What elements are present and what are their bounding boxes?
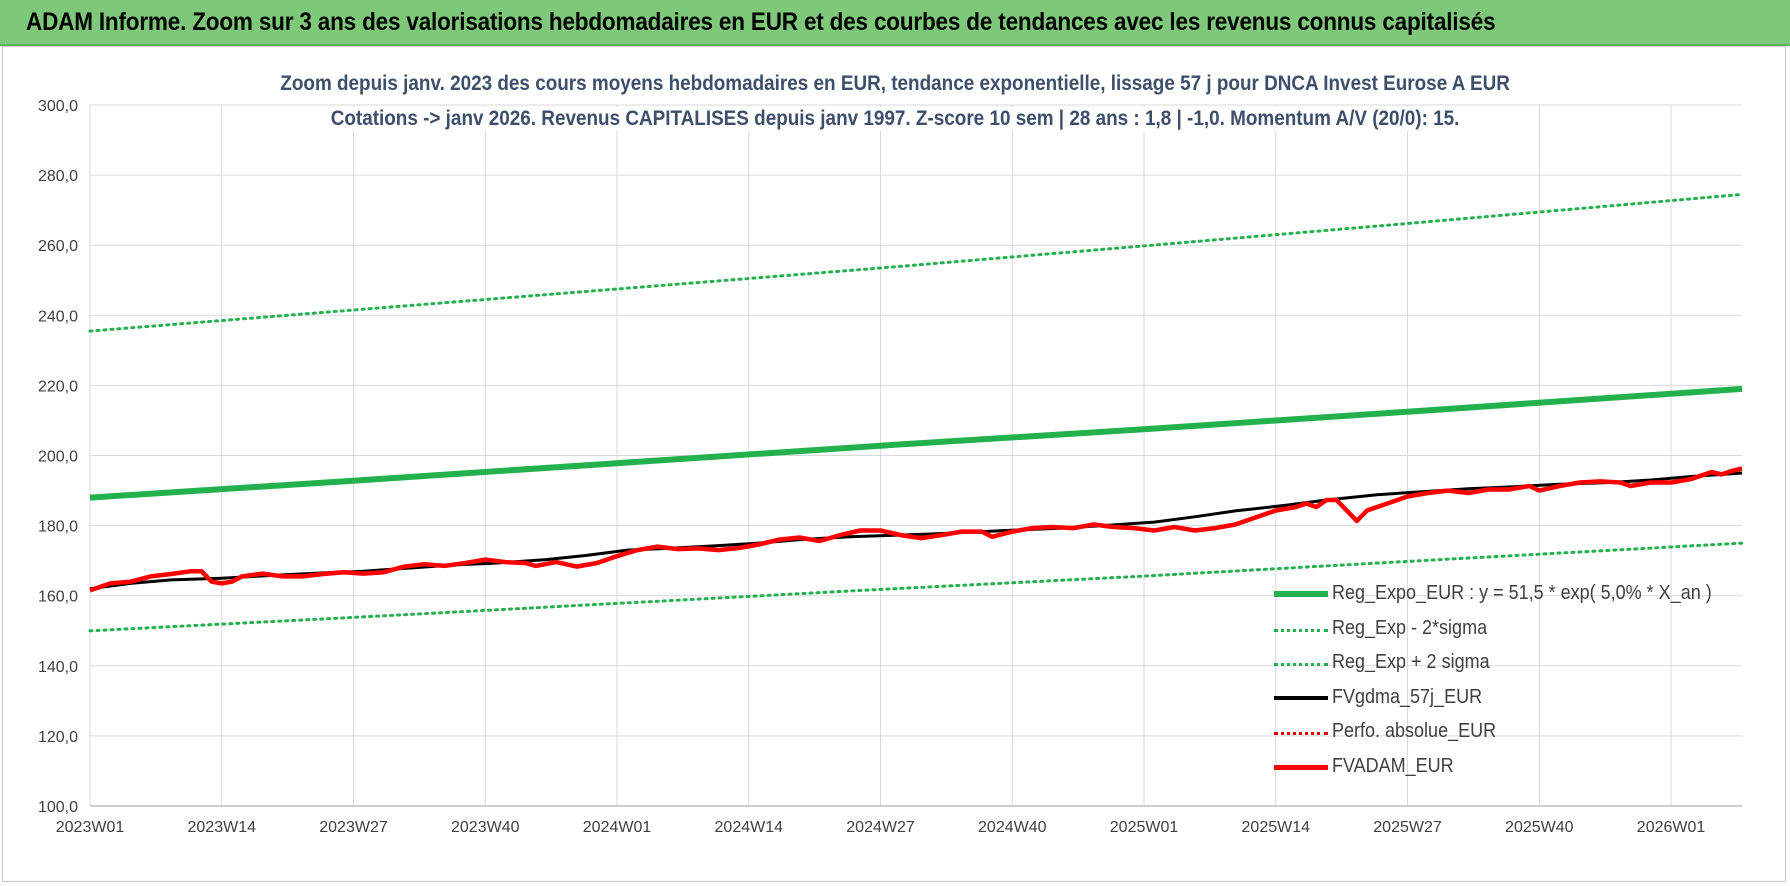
- y-tick-label: 100,0: [38, 799, 78, 816]
- y-tick-label: 200,0: [38, 449, 78, 466]
- legend-swatch-fvgdma: [1274, 695, 1328, 700]
- series-reg-expo-line: [89, 385, 1743, 501]
- chart-title-text-1: Zoom depuis janv. 2023 des cours moyens …: [276, 72, 1514, 96]
- x-tick-label: 2024W27: [846, 819, 915, 836]
- y-tick-label: 260,0: [38, 238, 78, 255]
- y-tick-label: 240,0: [38, 308, 78, 325]
- legend-item-fvadam: FVADAM_EUR: [1272, 751, 1742, 786]
- x-tick-label: 2023W40: [451, 819, 520, 836]
- y-tick-label: 300,0: [38, 98, 78, 115]
- chart-title-text-2: Cotations -> janv 2026. Revenus CAPITALI…: [327, 107, 1463, 131]
- x-tick-label: 2024W40: [978, 819, 1047, 836]
- chart-title-line-2: Cotations -> janv 2026. Revenus CAPITALI…: [0, 107, 1790, 131]
- y-tick-label: 220,0: [38, 378, 78, 395]
- x-tick-label: 2025W40: [1505, 819, 1574, 836]
- legend-swatch-reg-minus: [1274, 628, 1328, 632]
- x-tick-label: 2024W01: [583, 819, 652, 836]
- chart-title-line-1: Zoom depuis janv. 2023 des cours moyens …: [0, 72, 1790, 96]
- x-tick-label: 2024W14: [715, 819, 784, 836]
- chart-frame: [2, 46, 1786, 882]
- legend-item-perfo: Perfo. absolue_EUR: [1272, 716, 1742, 751]
- legend-swatch-perfo: [1274, 732, 1328, 735]
- series-reg-minus-2sigma-line: [88, 541, 1744, 633]
- legend-item-reg-minus: Reg_Exp - 2*sigma: [1272, 613, 1742, 648]
- legend-swatch-fvadam: [1274, 764, 1328, 770]
- y-tick-label: 120,0: [38, 729, 78, 746]
- x-tick-label: 2026W01: [1637, 819, 1706, 836]
- legend-label-reg-expo: Reg_Expo_EUR : y = 51,5 * exp( 5,0% * X_…: [1332, 582, 1712, 604]
- legend-label-perfo: Perfo. absolue_EUR: [1332, 720, 1497, 742]
- x-tick-label: 2023W27: [319, 819, 388, 836]
- legend-item-fvgdma: FVgdma_57j_EUR: [1272, 682, 1742, 717]
- legend-swatch-reg-plus: [1274, 663, 1328, 666]
- x-tick-label: 2025W27: [1373, 819, 1442, 836]
- report-title: ADAM Informe. Zoom sur 3 ans des valoris…: [26, 8, 1496, 36]
- x-tick-label: 2025W01: [1110, 819, 1179, 836]
- series-fvadam-line: [89, 466, 1743, 593]
- series-reg-plus-2sigma-line: [88, 192, 1744, 333]
- legend-label-fvadam: FVADAM_EUR: [1332, 754, 1454, 777]
- report-banner: ADAM Informe. Zoom sur 3 ans des valoris…: [0, 0, 1790, 46]
- legend-label-reg-minus: Reg_Exp - 2*sigma: [1332, 616, 1488, 639]
- legend-swatch-reg-expo: [1274, 591, 1328, 597]
- y-tick-label: 160,0: [38, 589, 78, 606]
- y-tick-label: 140,0: [38, 659, 78, 676]
- x-tick-label: 2023W01: [56, 819, 125, 836]
- legend-item-reg-expo: Reg_Expo_EUR : y = 51,5 * exp( 5,0% * X_…: [1272, 578, 1742, 613]
- x-tick-label: 2023W14: [188, 819, 257, 836]
- x-tick-label: 2025W14: [1242, 819, 1311, 836]
- legend-label-fvgdma: FVgdma_57j_EUR: [1332, 685, 1483, 708]
- y-tick-label: 180,0: [38, 519, 78, 536]
- legend-label-reg-plus: Reg_Exp + 2 sigma: [1332, 651, 1490, 673]
- y-tick-label: 280,0: [38, 168, 78, 185]
- chart-legend: Reg_Expo_EUR : y = 51,5 * exp( 5,0% * X_…: [1272, 578, 1742, 785]
- legend-item-reg-plus: Reg_Exp + 2 sigma: [1272, 647, 1742, 682]
